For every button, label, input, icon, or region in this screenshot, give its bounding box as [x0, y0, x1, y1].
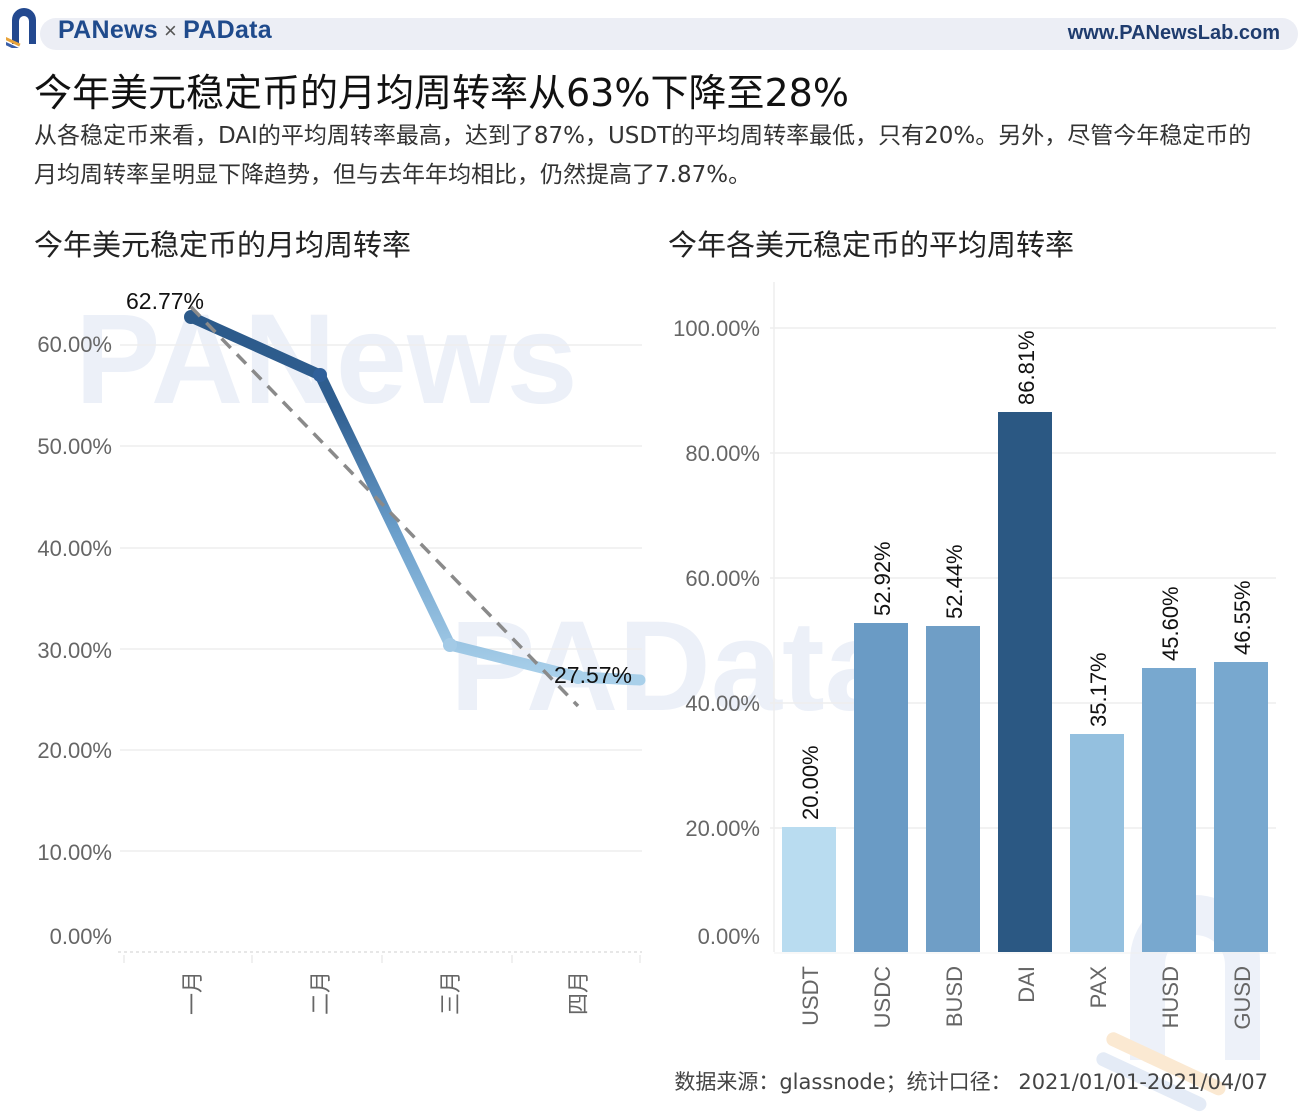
y-tick: 60.00% [685, 566, 760, 591]
x-label: BUSD [942, 966, 967, 1027]
x-label: USDC [870, 966, 895, 1028]
bar-busd[interactable] [926, 626, 980, 952]
y-tick: 30.00% [37, 638, 112, 663]
bar-label: 46.55% [1230, 580, 1255, 655]
header-bar [40, 18, 1298, 50]
bar-label: 52.92% [870, 541, 895, 616]
data-label: 27.57% [554, 662, 632, 688]
y-tick: 40.00% [685, 691, 760, 716]
bars [782, 412, 1268, 952]
data-point [313, 368, 327, 382]
brand-logo: PANews × PAData [58, 16, 272, 45]
y-tick: 20.00% [685, 816, 760, 841]
line-chart-title: 今年美元稳定币的月均周转率 [34, 228, 412, 262]
logo-icon [6, 8, 36, 48]
data-point [443, 638, 457, 652]
x-label: 四月 [566, 971, 591, 1015]
x-label: PAX [1086, 966, 1111, 1009]
trend-line [189, 305, 580, 708]
bar-chart: 20.00% 52.92% 52.44% 86.81% 35.17% 45.60… [770, 282, 1276, 1030]
y-tick: 0.00% [697, 924, 760, 949]
data-point [571, 670, 585, 684]
y-tick: 0.00% [49, 924, 112, 949]
bar-label: 20.00% [798, 745, 823, 820]
brand-separator: × [163, 18, 178, 43]
x-label: GUSD [1230, 966, 1255, 1030]
bar-dai[interactable] [998, 412, 1052, 952]
bar-label: 35.17% [1086, 652, 1111, 727]
y-tick: 10.00% [37, 840, 112, 865]
bar-label: 52.44% [942, 544, 967, 619]
data-source: 数据来源：glassnode；统计口径： 2021/01/01-2021/04/… [674, 1070, 1268, 1094]
bar-gusd[interactable] [1214, 662, 1268, 952]
x-label: 二月 [308, 971, 333, 1015]
bar-usdt[interactable] [782, 827, 836, 952]
y-tick: 20.00% [37, 738, 112, 763]
bar-pax[interactable] [1070, 734, 1124, 952]
page-title: 今年美元稳定币的月均周转率从63%下降至28% [34, 71, 849, 115]
brand-panews: PANews [58, 16, 158, 44]
y-tick: 40.00% [37, 536, 112, 561]
y-tick: 50.00% [37, 434, 112, 459]
bar-chart-title: 今年各美元稳定币的平均周转率 [668, 228, 1075, 262]
x-label: 一月 [180, 971, 205, 1015]
x-label: USDT [798, 966, 823, 1026]
brand-padata: PAData [183, 16, 273, 44]
y-tick: 60.00% [37, 332, 112, 357]
line-chart: 62.77% 27.57% 一月 二月 三月 四月 [118, 288, 646, 1015]
bar-usdc[interactable] [854, 623, 908, 952]
y-tick: 100.00% [673, 316, 760, 341]
bar-husd[interactable] [1142, 668, 1196, 952]
data-point [184, 310, 198, 324]
x-label: 三月 [438, 971, 463, 1015]
y-tick: 80.00% [685, 441, 760, 466]
x-label: HUSD [1158, 966, 1183, 1028]
site-url[interactable]: www.PANewsLab.com [1067, 22, 1280, 44]
bar-label: 86.81% [1014, 330, 1039, 405]
x-label: DAI [1014, 966, 1039, 1003]
bar-label: 45.60% [1158, 586, 1183, 661]
watermark-panews: PANews [75, 288, 578, 431]
page-subtitle: 从各稳定币来看，DAI的平均周转率最高，达到了87%，USDT的平均周转率最低，… [34, 123, 1252, 188]
x-axis-ticks [123, 955, 641, 963]
gridlines [120, 344, 642, 852]
data-label: 62.77% [126, 288, 204, 314]
